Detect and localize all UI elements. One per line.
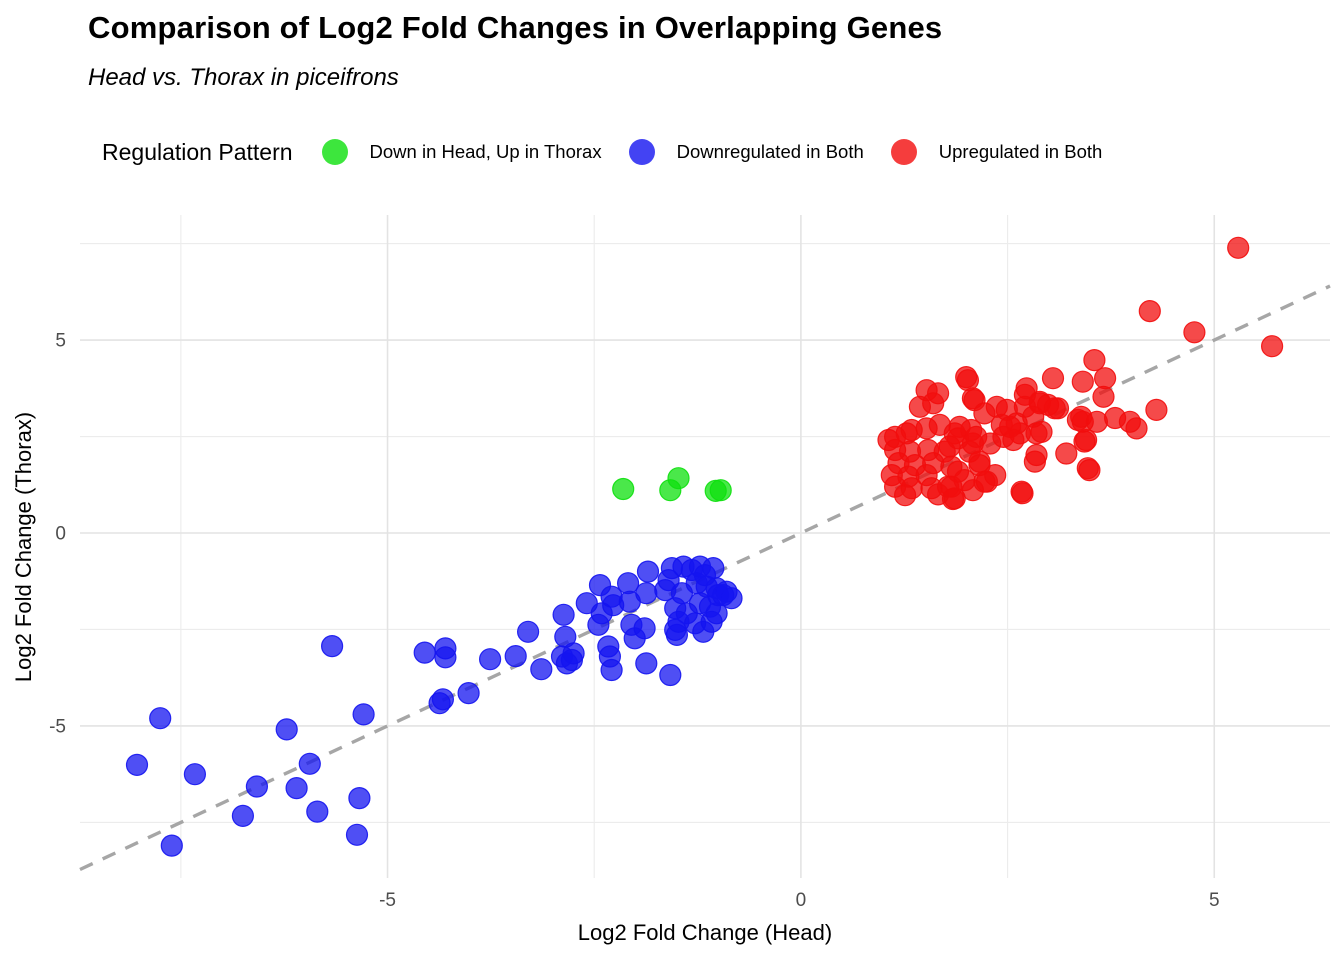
data-point: [636, 560, 660, 583]
grid-minor: [80, 215, 1330, 878]
data-point: [434, 646, 457, 669]
legend-key-icon: [321, 139, 348, 165]
data-point: [1023, 450, 1047, 473]
data-point: [926, 382, 950, 405]
data-point: [635, 582, 658, 605]
y-tick-label: 5: [55, 331, 66, 352]
identity-line: [79, 284, 1331, 872]
identity-line-group: [79, 284, 1331, 872]
data-point: [893, 484, 917, 507]
x-tick-label: 5: [1209, 890, 1220, 911]
data-point: [973, 402, 996, 425]
data-point: [1002, 428, 1025, 452]
data-point: [720, 587, 743, 610]
y-axis-tick-labels: -5 0 5: [49, 331, 66, 738]
data-point: [1055, 442, 1078, 465]
legend-item: Downregulated in Both: [628, 139, 864, 165]
data-point: [516, 620, 540, 643]
data-point: [1010, 480, 1033, 503]
data-point: [961, 387, 985, 410]
x-tick-label: -5: [379, 890, 396, 911]
data-point: [562, 642, 585, 665]
data-point: [1030, 420, 1053, 443]
data-point: [1092, 385, 1115, 408]
data-point: [702, 556, 725, 580]
data-point: [231, 804, 254, 828]
data-point: [348, 786, 371, 810]
data-points: [125, 236, 1284, 857]
data-point: [938, 435, 961, 458]
data-point: [635, 652, 658, 675]
data-point: [659, 663, 682, 687]
legend-item-label: Down in Head, Up in Thorax: [369, 141, 602, 162]
y-tick-label: 0: [55, 523, 66, 544]
data-point: [504, 644, 527, 668]
legend-item: Down in Head, Up in Thorax: [321, 139, 602, 165]
data-point: [306, 800, 329, 823]
data-point: [160, 834, 183, 857]
legend-item-label: Upregulated in Both: [938, 141, 1103, 162]
data-point: [321, 634, 344, 658]
data-point: [457, 681, 480, 705]
data-point: [1043, 397, 1066, 420]
data-point: [245, 775, 268, 798]
data-point: [431, 688, 454, 711]
data-point: [616, 572, 640, 595]
data-point: [1138, 300, 1161, 323]
data-point: [149, 707, 172, 730]
x-axis-tick-labels: -5 0 5: [379, 890, 1219, 911]
data-point: [633, 617, 656, 640]
data-point: [1073, 430, 1096, 453]
data-point: [1083, 349, 1106, 372]
legend-item: Upregulated in Both: [890, 139, 1103, 165]
data-point: [1093, 367, 1117, 390]
data-point: [979, 432, 1002, 455]
x-tick-label: 0: [796, 890, 807, 911]
data-point: [1260, 335, 1284, 358]
data-point: [948, 415, 971, 438]
data-point: [1103, 406, 1127, 430]
legend-key-icon: [890, 139, 917, 165]
data-point: [941, 487, 965, 511]
chart-title: Comparison of Log2 Fold Changes in Overl…: [88, 10, 943, 45]
data-point: [612, 477, 635, 501]
legend-items: Down in Head, Up in Thorax Downregulated …: [321, 139, 1103, 165]
data-point: [1078, 459, 1101, 482]
chart-subtitle: Head vs. Thorax in piceifrons: [88, 64, 399, 91]
data-point: [125, 753, 149, 777]
data-point: [413, 641, 436, 664]
legend-item-label: Downregulated in Both: [676, 141, 864, 162]
data-point: [1041, 367, 1065, 390]
data-point: [600, 658, 623, 682]
data-point: [275, 718, 298, 741]
legend-title: Regulation Pattern: [102, 138, 293, 165]
data-point: [1085, 410, 1109, 433]
data-point: [667, 467, 690, 490]
data-point: [345, 823, 369, 846]
data-point: [530, 658, 553, 681]
data-point: [352, 703, 375, 726]
data-point: [552, 603, 575, 626]
y-axis-title: Log2 Fold Change (Thorax): [11, 412, 36, 682]
data-point: [479, 648, 502, 671]
data-point: [183, 763, 206, 786]
legend: Regulation Pattern Down in Head, Up in T…: [102, 130, 1332, 174]
data-point: [709, 479, 732, 502]
data-point: [1145, 398, 1168, 421]
data-point: [1071, 370, 1094, 393]
data-point: [1227, 236, 1250, 259]
data-point: [1183, 321, 1206, 344]
y-tick-label: -5: [49, 716, 66, 737]
data-point: [285, 776, 308, 800]
data-point: [298, 752, 321, 775]
x-axis-title: Log2 Fold Change (Head): [578, 920, 832, 945]
data-point: [961, 479, 985, 502]
legend-key-icon: [628, 139, 655, 165]
